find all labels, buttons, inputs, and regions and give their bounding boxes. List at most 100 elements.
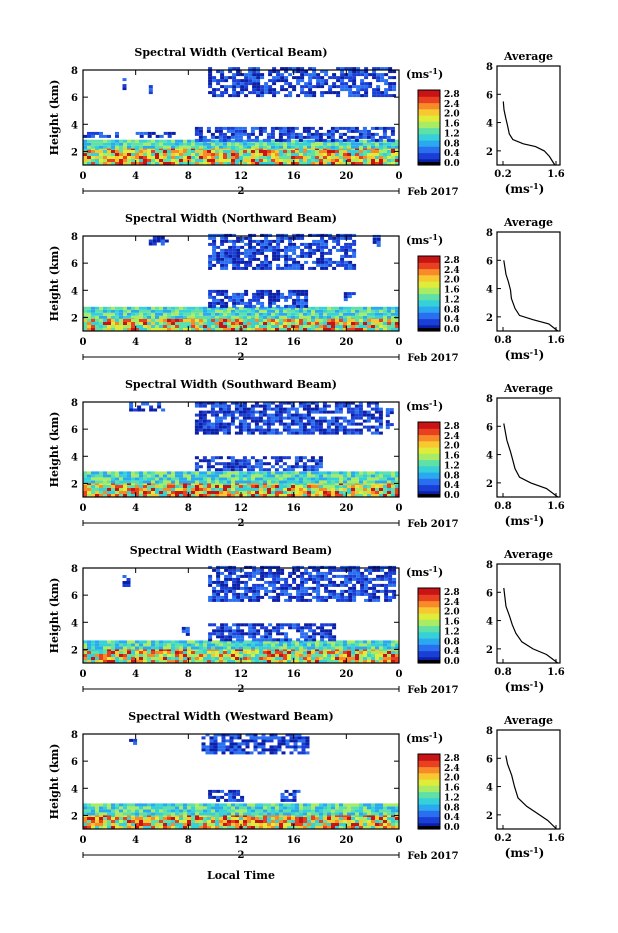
heatmap-cell [223, 322, 227, 325]
heatmap-cell [296, 290, 300, 293]
heatmap-cell [231, 414, 235, 417]
heatmap-cell [211, 643, 215, 646]
heatmap-cell [292, 587, 296, 590]
colorbar-swatch [418, 466, 440, 473]
heatmap-cell [167, 657, 171, 660]
heatmap-cell [231, 411, 235, 414]
heatmap-cell [371, 643, 375, 646]
heatmap-cell [263, 127, 267, 130]
heatmap-cell [383, 146, 387, 149]
heatmap-cell [260, 91, 264, 94]
heatmap-cell [383, 325, 387, 328]
heatmap-cell [139, 156, 143, 159]
heatmap-cell [348, 593, 352, 596]
heatmap-cell [387, 474, 391, 477]
heatmap-cell [244, 584, 248, 587]
heatmap-cell [215, 468, 219, 471]
heatmap-cell [343, 477, 347, 480]
heatmap-cell [299, 420, 303, 423]
heatmap-cell [224, 255, 228, 258]
heatmap-cell [355, 488, 359, 491]
x-tick-label: 0 [80, 337, 87, 348]
heatmap-cell [348, 85, 352, 88]
heatmap-cell [259, 426, 263, 429]
heatmap-cell [315, 143, 319, 146]
heatmap-cell [359, 646, 363, 649]
heatmap-cell [187, 654, 191, 657]
heatmap-cell [351, 640, 355, 643]
heatmap-cell [199, 465, 203, 468]
heatmap-cell [351, 480, 355, 483]
heatmap-cell [275, 316, 279, 319]
heatmap-cell [288, 243, 292, 246]
heatmap-cell [383, 130, 387, 133]
heatmap-cell [95, 307, 99, 310]
heatmap-cell [231, 136, 235, 139]
heatmap-cell [315, 411, 319, 414]
heatmap-cell [260, 293, 264, 296]
heatmap-cell [316, 590, 320, 593]
heatmap-cell [279, 405, 283, 408]
heatmap-cell [347, 657, 351, 660]
heatmap-cell [344, 267, 348, 270]
heatmap-cell [295, 474, 299, 477]
heatmap-cell [308, 572, 312, 575]
heatmap-cell [347, 654, 351, 657]
heatmap-cell [390, 423, 394, 426]
heatmap-cell [244, 290, 248, 293]
heatmap-cell [244, 264, 248, 267]
heatmap-cell [119, 316, 123, 319]
heatmap-cell [292, 581, 296, 584]
heatmap-cell [111, 640, 115, 643]
heatmap-cell [327, 316, 331, 319]
heatmap-cell [344, 596, 348, 599]
heatmap-cell [295, 657, 299, 660]
heatmap-cell [260, 88, 264, 91]
colorbar-swatch [418, 275, 440, 282]
average-y-tick-label: 6 [486, 90, 493, 101]
heatmap-cell [252, 88, 256, 91]
heatmap-cell [199, 491, 203, 494]
heatmap-cell [372, 569, 376, 572]
heatmap-cell [384, 79, 388, 82]
heatmap-cell [227, 143, 231, 146]
heatmap-cell [312, 632, 316, 635]
heatmap-cell [139, 488, 143, 491]
heatmap-cell [263, 139, 267, 142]
heatmap-cell [304, 243, 308, 246]
heatmap-cell [91, 135, 95, 138]
heatmap-cell [296, 305, 300, 308]
heatmap-cell [368, 587, 372, 590]
heatmap-cell [260, 261, 264, 264]
heatmap-cell [271, 480, 275, 483]
heatmap-cell [203, 432, 207, 435]
heatmap-cell [275, 325, 279, 328]
heatmap-cell [264, 249, 268, 252]
heatmap-cell [287, 474, 291, 477]
heatmap-cell [151, 491, 155, 494]
heatmap-cell [95, 140, 99, 143]
heatmap-cell [228, 252, 232, 255]
heatmap-cell [279, 310, 283, 313]
heatmap-cell [159, 143, 163, 146]
heatmap-cell [364, 599, 368, 602]
heatmap-cell [307, 420, 311, 423]
heatmap-cell [219, 159, 223, 162]
heatmap-cell [271, 491, 275, 494]
heatmap-cell [292, 578, 296, 581]
heatmap-cell [139, 307, 143, 310]
heatmap-cell [115, 143, 119, 146]
heatmap-cell [231, 127, 235, 130]
heatmap-cell [220, 91, 224, 94]
heatmap-cell [299, 159, 303, 162]
heatmap-cell [343, 488, 347, 491]
heatmap-cell [360, 85, 364, 88]
heatmap-cell [243, 657, 247, 660]
heatmap-cell [363, 426, 367, 429]
heatmap-cell [320, 243, 324, 246]
heatmap-cell [223, 408, 227, 411]
heatmap-cell [159, 150, 163, 153]
heatmap-cell [319, 153, 323, 156]
heatmap-cell [191, 477, 195, 480]
heatmap-cell [263, 411, 267, 414]
